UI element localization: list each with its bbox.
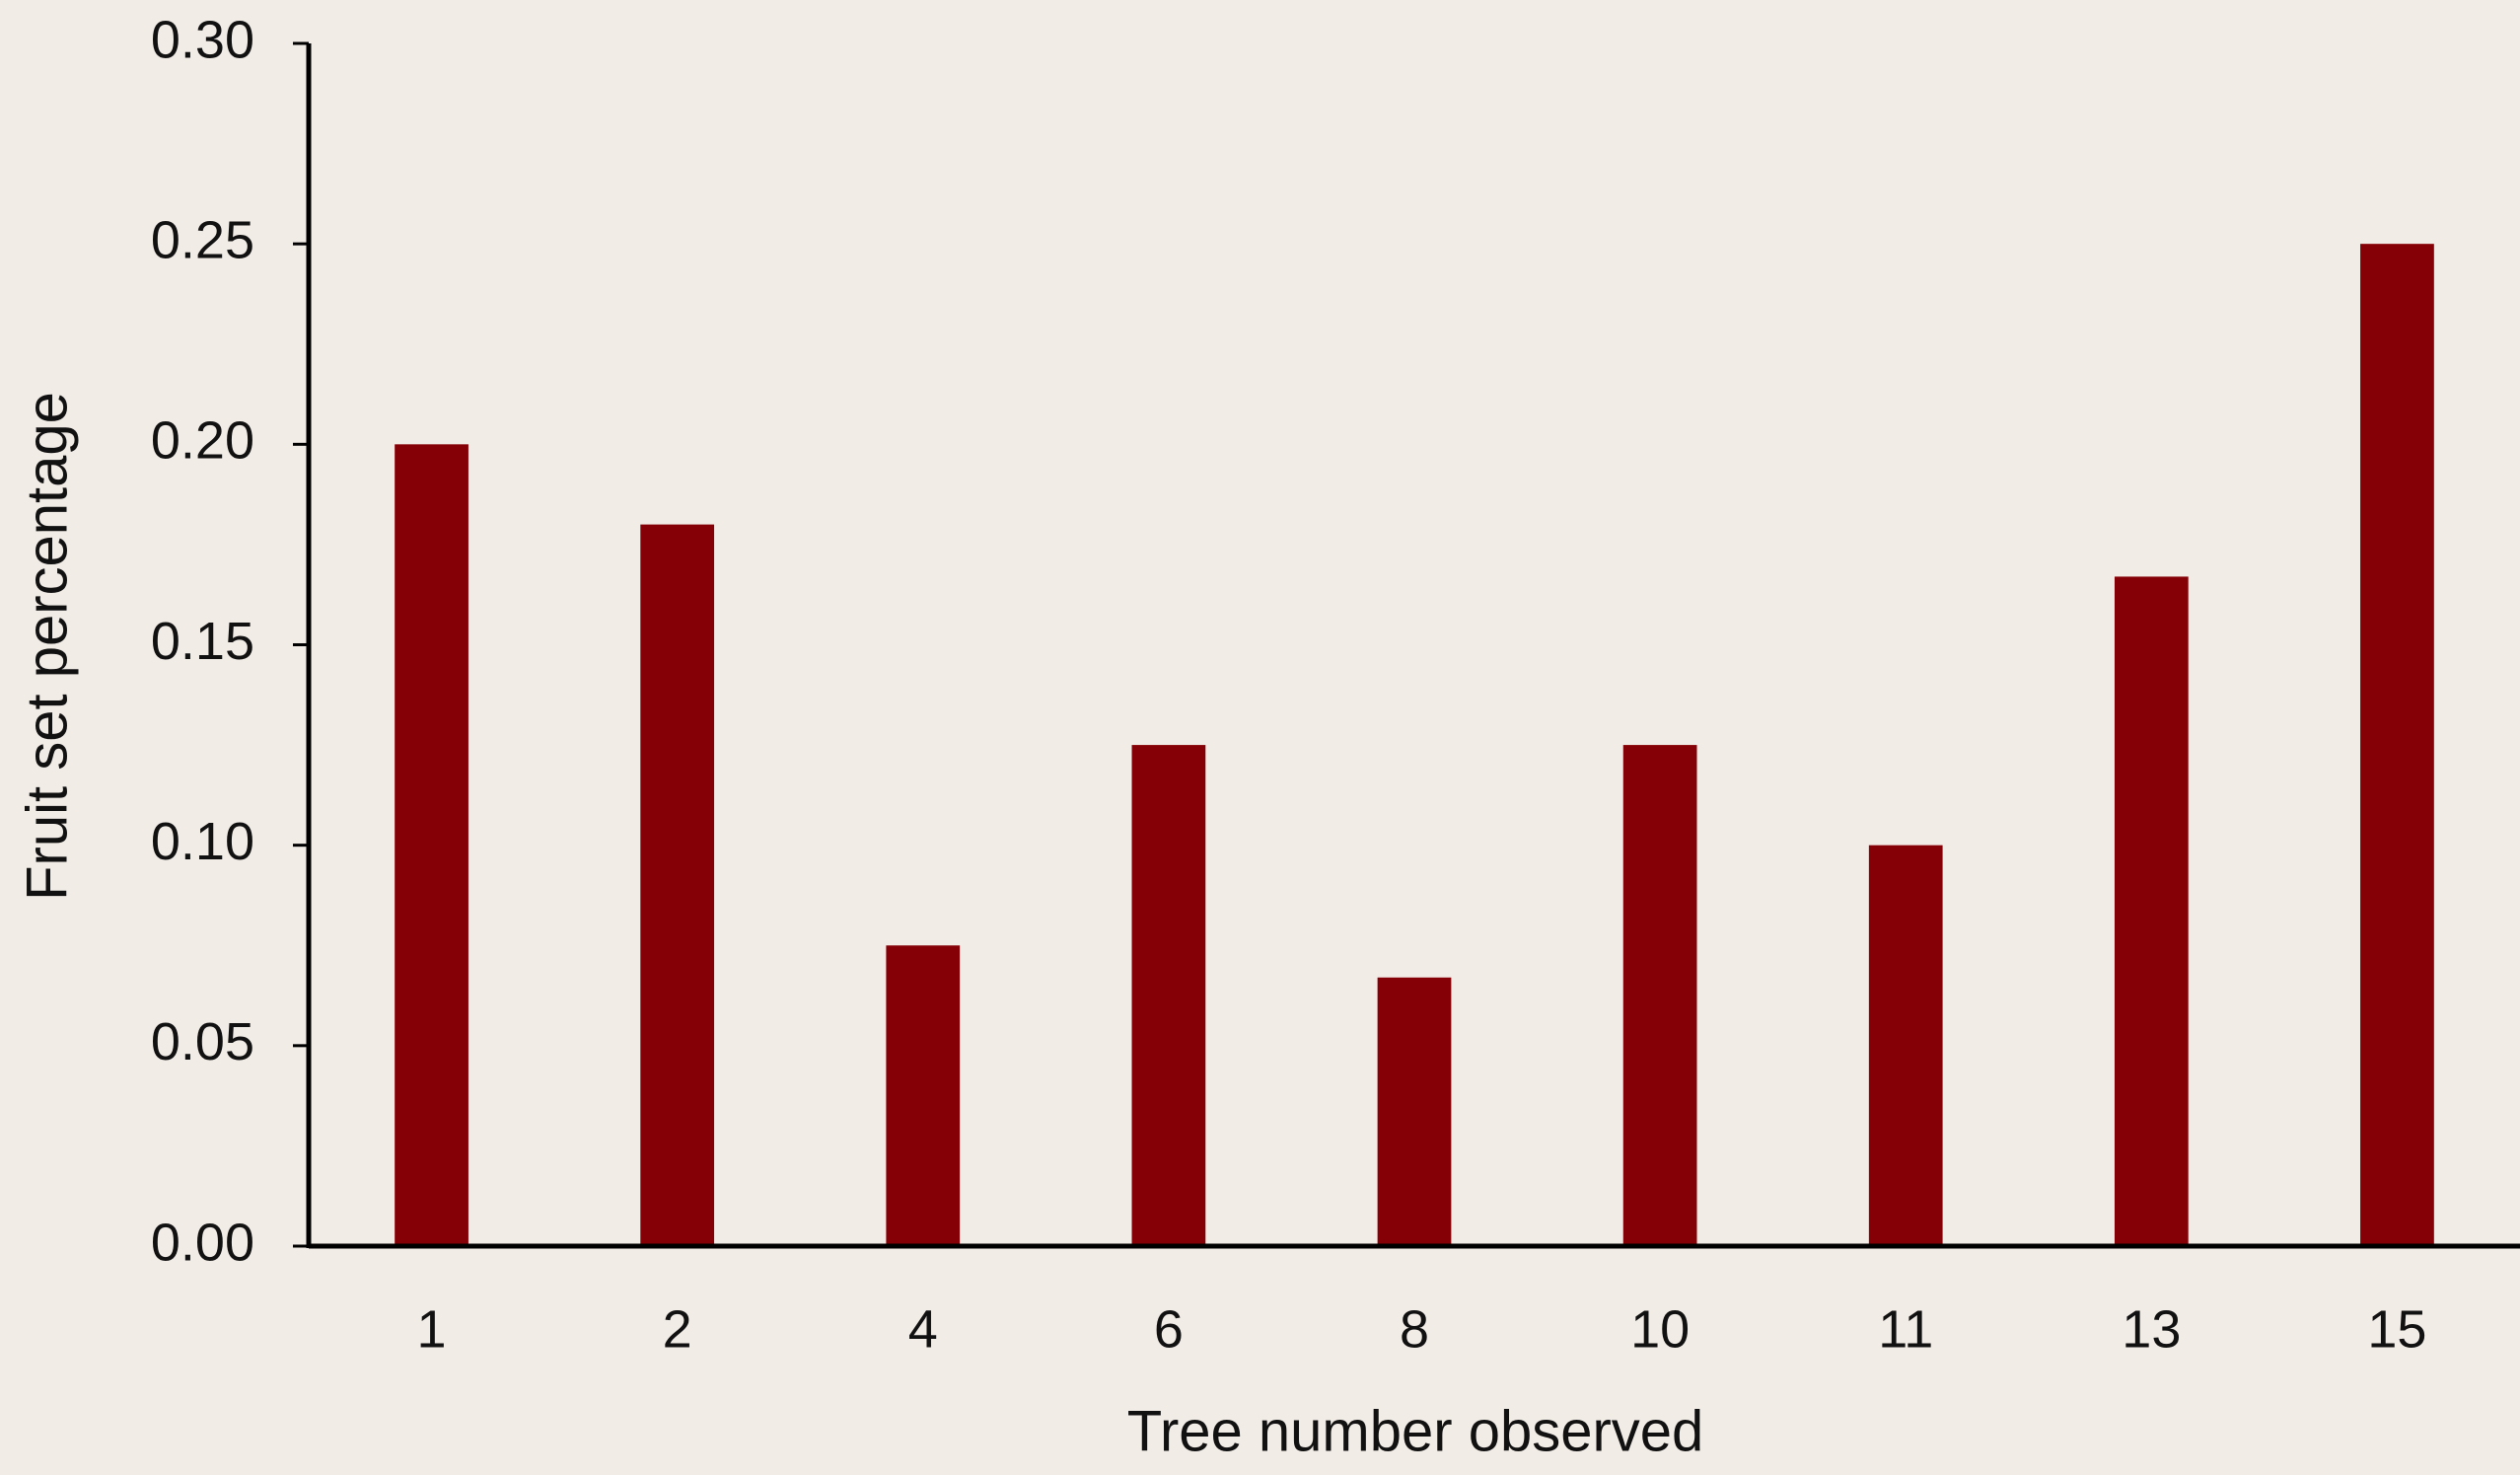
- y-tick-label: 0.20: [151, 411, 254, 471]
- y-tick-label: 0.00: [151, 1213, 254, 1272]
- x-tick-label: 8: [1400, 1299, 1429, 1359]
- y-tick-label: 0.30: [151, 10, 254, 69]
- bar: [886, 945, 961, 1246]
- bar: [2360, 244, 2434, 1246]
- y-tick-label: 0.15: [151, 612, 254, 671]
- bar: [1868, 845, 1943, 1246]
- x-tick-label: 11: [1878, 1299, 1933, 1359]
- x-tick-label: 15: [2367, 1299, 2426, 1359]
- x-tick-label: 6: [1154, 1299, 1184, 1359]
- bar: [640, 524, 715, 1246]
- y-tick-label: 0.05: [151, 1012, 254, 1071]
- y-tick-label: 0.10: [151, 812, 254, 871]
- x-tick-label: 13: [2122, 1299, 2181, 1359]
- x-tick-label: 10: [1630, 1299, 1690, 1359]
- y-tick-label: 0.25: [151, 210, 254, 269]
- bar: [2114, 576, 2189, 1246]
- x-tick-label: 1: [417, 1299, 447, 1359]
- bar: [395, 444, 468, 1246]
- bar: [1622, 745, 1697, 1246]
- x-tick-label: 4: [908, 1299, 938, 1359]
- x-axis-title: Tree number observed: [1127, 1399, 1704, 1463]
- y-axis-title: Fruit set percentage: [15, 392, 79, 901]
- bar: [1131, 745, 1206, 1246]
- x-tick-label: 2: [663, 1299, 692, 1359]
- bar: [1377, 977, 1452, 1246]
